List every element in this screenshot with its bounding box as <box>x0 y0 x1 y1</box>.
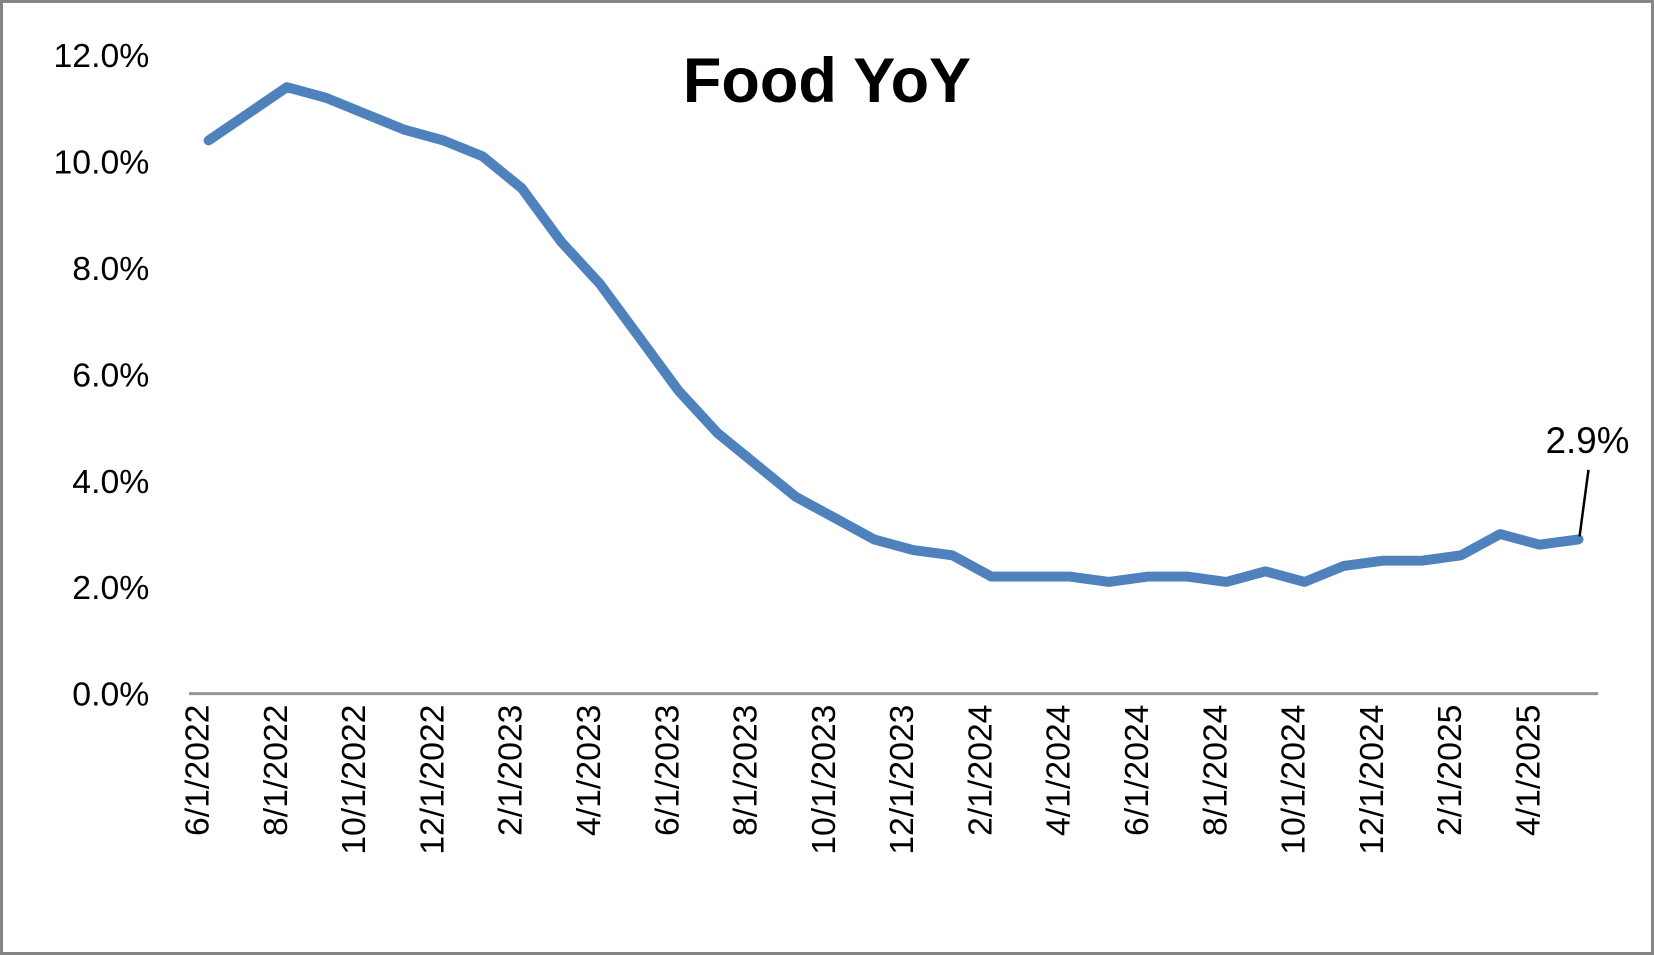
y-axis-labels: 0.0% 2.0% 4.0% 6.0% 8.0% 10.0% 12.0% <box>54 37 150 713</box>
x-axis-tick-label: 10/1/2024 <box>1275 705 1313 855</box>
x-axis-tick-label: 2/1/2023 <box>492 705 530 836</box>
x-axis-tick-label: 4/1/2024 <box>1040 705 1078 836</box>
x-axis-tick-label: 2/1/2025 <box>1431 705 1469 836</box>
y-axis-tick-label: 6.0% <box>72 356 149 394</box>
x-axis-tick-label: 12/1/2022 <box>413 705 451 855</box>
chart-canvas: 0.0% 2.0% 4.0% 6.0% 8.0% 10.0% 12.0% 6/1/2022 8/… <box>54 37 1630 855</box>
y-axis-tick-label: 4.0% <box>72 463 149 501</box>
x-axis-tick-label: 6/1/2022 <box>179 705 217 836</box>
y-axis-tick-label: 10.0% <box>54 144 150 182</box>
y-axis-tick-label: 12.0% <box>54 37 150 75</box>
y-axis-tick-label: 0.0% <box>72 676 149 714</box>
x-axis-tick-label: 10/1/2023 <box>805 705 843 855</box>
y-axis-tick-label: 2.0% <box>72 569 149 607</box>
x-axis-tick-label: 6/1/2024 <box>1118 705 1156 836</box>
series-line <box>203 82 1584 587</box>
x-axis-tick-label: 12/1/2024 <box>1353 705 1391 855</box>
x-axis-tick-label: 8/1/2024 <box>1196 705 1234 836</box>
y-axis-tick-label: 8.0% <box>72 250 149 288</box>
x-axis-tick-label: 8/1/2022 <box>257 705 295 836</box>
x-axis-tick-label: 4/1/2023 <box>570 705 608 836</box>
x-axis-tick-label: 10/1/2022 <box>335 705 373 855</box>
x-axis-tick-label: 8/1/2023 <box>727 705 765 836</box>
x-axis-labels: 6/1/2022 8/1/2022 10/1/2022 12/1/2022 2/1/20… <box>179 705 1548 855</box>
x-axis-tick-label: 2/1/2024 <box>961 705 999 836</box>
x-axis-tick-label: 4/1/2025 <box>1509 705 1547 836</box>
data-label: 2.9% <box>1546 420 1630 461</box>
x-axis-tick-label: 6/1/2023 <box>648 705 686 836</box>
data-label-leader <box>1578 469 1590 537</box>
x-axis-tick-label: 12/1/2023 <box>883 705 921 855</box>
